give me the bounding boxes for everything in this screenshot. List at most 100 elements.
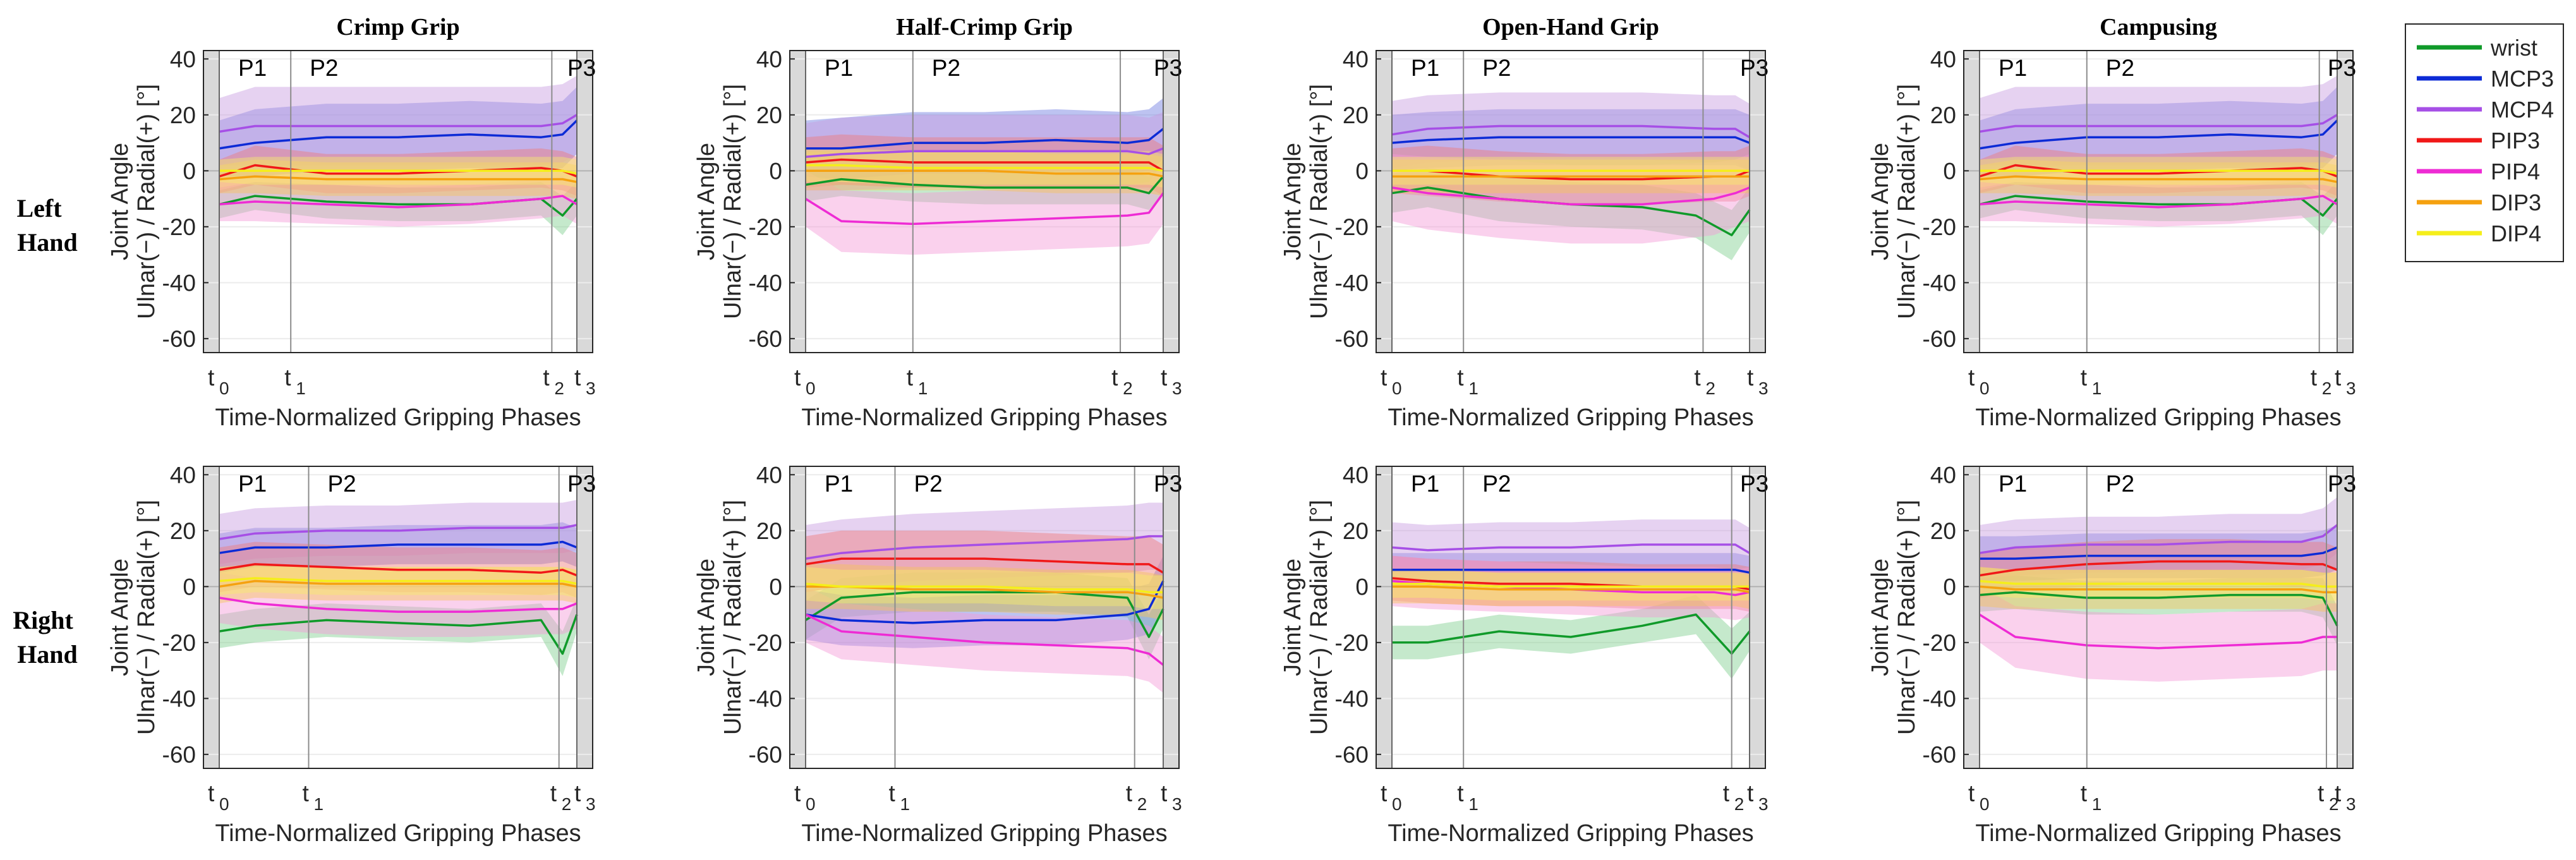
series-bands bbox=[806, 98, 1163, 255]
band-MCP3 bbox=[806, 98, 1163, 179]
line-PIP4 bbox=[1979, 614, 2337, 650]
y-tick-label: -60 bbox=[749, 326, 782, 352]
band-MCP4 bbox=[1980, 497, 2337, 581]
t-sub: 2 bbox=[1137, 794, 1147, 814]
y-axis-label-line1: Joint Angle bbox=[1279, 559, 1306, 676]
y-tick-label: -40 bbox=[1923, 270, 1956, 296]
y-tick-label: -20 bbox=[749, 630, 782, 656]
band-DIP4 bbox=[1980, 157, 2337, 188]
t-label: t bbox=[889, 780, 896, 806]
post-phase-region bbox=[577, 466, 593, 768]
phase-label-p3: P3 bbox=[1154, 55, 1182, 81]
axes-frame bbox=[1963, 50, 2354, 353]
y-tick-label: -20 bbox=[1335, 630, 1369, 656]
t-label: t bbox=[1723, 780, 1730, 806]
y-tick-label: -40 bbox=[749, 270, 782, 296]
legend-entry-wrist: wrist bbox=[2417, 35, 2537, 61]
x-axis-label: Time-Normalized Gripping Phases bbox=[1388, 820, 1753, 847]
y-tick-label: 20 bbox=[756, 102, 782, 128]
panel-title: Campusing bbox=[2100, 14, 2217, 40]
t-sub: 0 bbox=[1392, 379, 1402, 398]
axes-frame bbox=[1376, 466, 1766, 769]
y-axis-label-line2: Ulnar(−) / Radial(+) [°] bbox=[133, 500, 160, 735]
pre-phase-region bbox=[203, 466, 219, 768]
y-axis-label-line2: Ulnar(−) / Radial(+) [°] bbox=[1894, 84, 1920, 319]
pre-phase-region bbox=[1376, 51, 1392, 353]
y-tick-label: 40 bbox=[170, 462, 196, 488]
phase-label-p3: P3 bbox=[567, 471, 596, 497]
y-tick-label: -20 bbox=[749, 214, 782, 240]
t-label: t bbox=[2311, 365, 2318, 391]
y-tick-label: 40 bbox=[1343, 46, 1369, 72]
y-tick-label: -40 bbox=[162, 686, 196, 712]
t-sub: 1 bbox=[1468, 794, 1478, 814]
line-PIP3 bbox=[805, 158, 1164, 172]
row-label-right-line2: Hand bbox=[17, 640, 78, 669]
y-tick-label: 40 bbox=[1343, 462, 1369, 488]
y-axis-label-line1: Joint Angle bbox=[693, 143, 720, 260]
t-sub: 0 bbox=[219, 379, 229, 398]
series-bands bbox=[1980, 497, 2337, 682]
y-tick-label: -20 bbox=[1335, 214, 1369, 240]
series-bands bbox=[1980, 75, 2337, 236]
y-tick-label: -60 bbox=[1923, 326, 1956, 352]
axes-frame bbox=[789, 50, 1180, 353]
y-tick-label: -60 bbox=[1335, 742, 1369, 768]
post-phase-region bbox=[1750, 466, 1765, 768]
t-sub: 2 bbox=[1734, 794, 1745, 814]
legend: wrist MCP3 MCP4 PIP3 PIP4 DIP3 DIP4 bbox=[2405, 23, 2564, 262]
pre-phase-region bbox=[1376, 466, 1392, 768]
pre-phase-region bbox=[790, 466, 806, 768]
y-tick-label: -60 bbox=[1335, 326, 1369, 352]
t-label: t bbox=[1161, 365, 1168, 391]
y-axis-label-line1: Joint Angle bbox=[107, 559, 133, 676]
t-label: t bbox=[1381, 780, 1388, 806]
line-PIP3 bbox=[805, 557, 1164, 574]
band-MCP3 bbox=[1392, 553, 1750, 590]
band-PIP4 bbox=[219, 176, 577, 227]
y-tick-label: -40 bbox=[1335, 686, 1369, 712]
pre-phase-region bbox=[203, 51, 219, 353]
plot-area bbox=[790, 466, 1179, 768]
phase-label-p1: P1 bbox=[1999, 55, 2027, 81]
band-wrist bbox=[1392, 167, 1750, 260]
axes-frame bbox=[789, 466, 1180, 769]
line-wrist bbox=[1392, 613, 1751, 655]
band-PIP4 bbox=[1392, 555, 1750, 621]
y-tick-label: -40 bbox=[749, 686, 782, 712]
y-axis-label-line2: Ulnar(−) / Radial(+) [°] bbox=[133, 84, 160, 319]
panel-title: Crimp Grip bbox=[336, 14, 459, 40]
t-sub: 1 bbox=[2092, 379, 2102, 398]
band-PIP3 bbox=[1392, 145, 1750, 205]
phase-label-p2: P2 bbox=[328, 471, 356, 497]
legend-entry-MCP3: MCP3 bbox=[2417, 66, 2554, 92]
band-MCP4 bbox=[1980, 75, 2337, 166]
plot-area bbox=[1376, 51, 1765, 353]
y-tick-label: 40 bbox=[756, 462, 782, 488]
y-tick-label: 0 bbox=[1943, 574, 1956, 600]
x-axis-label: Time-Normalized Gripping Phases bbox=[215, 820, 581, 847]
band-PIP4 bbox=[806, 162, 1163, 255]
band-MCP3 bbox=[1392, 109, 1750, 171]
t-sub: 1 bbox=[1468, 379, 1478, 398]
phase-label-p2: P2 bbox=[310, 55, 338, 81]
phase-label-p1: P1 bbox=[1411, 55, 1439, 81]
t-label: t bbox=[907, 365, 914, 391]
line-MCP4 bbox=[1391, 124, 1750, 138]
y-tick-label: -60 bbox=[162, 326, 196, 352]
legend-label: DIP3 bbox=[2491, 190, 2541, 215]
t-label: t bbox=[1457, 780, 1464, 806]
